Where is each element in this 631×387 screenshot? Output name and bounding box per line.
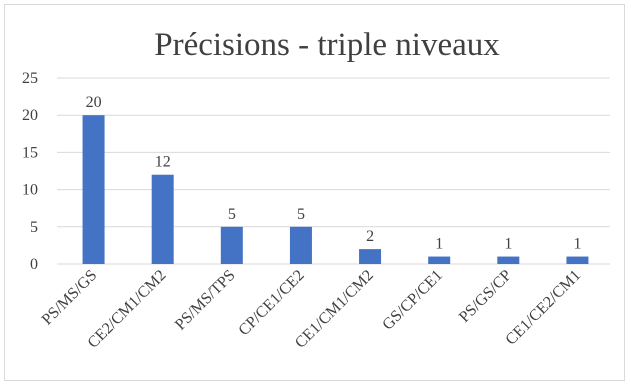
y-axis: 0 5 10 15 20 25 <box>22 70 38 273</box>
y-tick-label: 5 <box>30 219 38 236</box>
bar <box>220 226 243 264</box>
chart-frame <box>4 4 625 381</box>
data-label: 5 <box>297 206 305 223</box>
x-tick-label: PS/GS/CP <box>456 267 515 326</box>
bar <box>151 174 174 264</box>
data-label: 12 <box>155 154 171 171</box>
x-tick-label: CP/CE1/CE2 <box>235 267 307 339</box>
y-tick-label: 10 <box>22 182 38 199</box>
bar <box>497 256 520 264</box>
y-tick-label: 15 <box>22 144 38 161</box>
chart-title: Précisions - triple niveaux <box>154 27 500 63</box>
gridlines <box>57 77 610 265</box>
bar <box>289 226 312 264</box>
data-label: 1 <box>573 236 581 253</box>
data-labels: 20 12 5 5 2 1 1 1 <box>86 94 582 252</box>
data-label: 2 <box>366 228 374 245</box>
data-label: 20 <box>86 94 102 111</box>
bars <box>82 115 589 264</box>
bar <box>82 115 105 264</box>
data-label: 1 <box>435 236 443 253</box>
y-tick-label: 0 <box>30 256 38 273</box>
x-tick-label: PS/MS/TPS <box>172 267 239 334</box>
bar <box>359 249 382 264</box>
x-tick-label: GS/CP/CE1 <box>379 267 446 334</box>
bar <box>428 256 451 264</box>
y-tick-label: 25 <box>22 70 38 87</box>
x-tick-label: PS/MS/GS <box>39 267 101 329</box>
y-tick-label: 20 <box>22 107 38 124</box>
bar <box>566 256 589 264</box>
data-label: 1 <box>504 236 512 253</box>
data-label: 5 <box>228 206 236 223</box>
